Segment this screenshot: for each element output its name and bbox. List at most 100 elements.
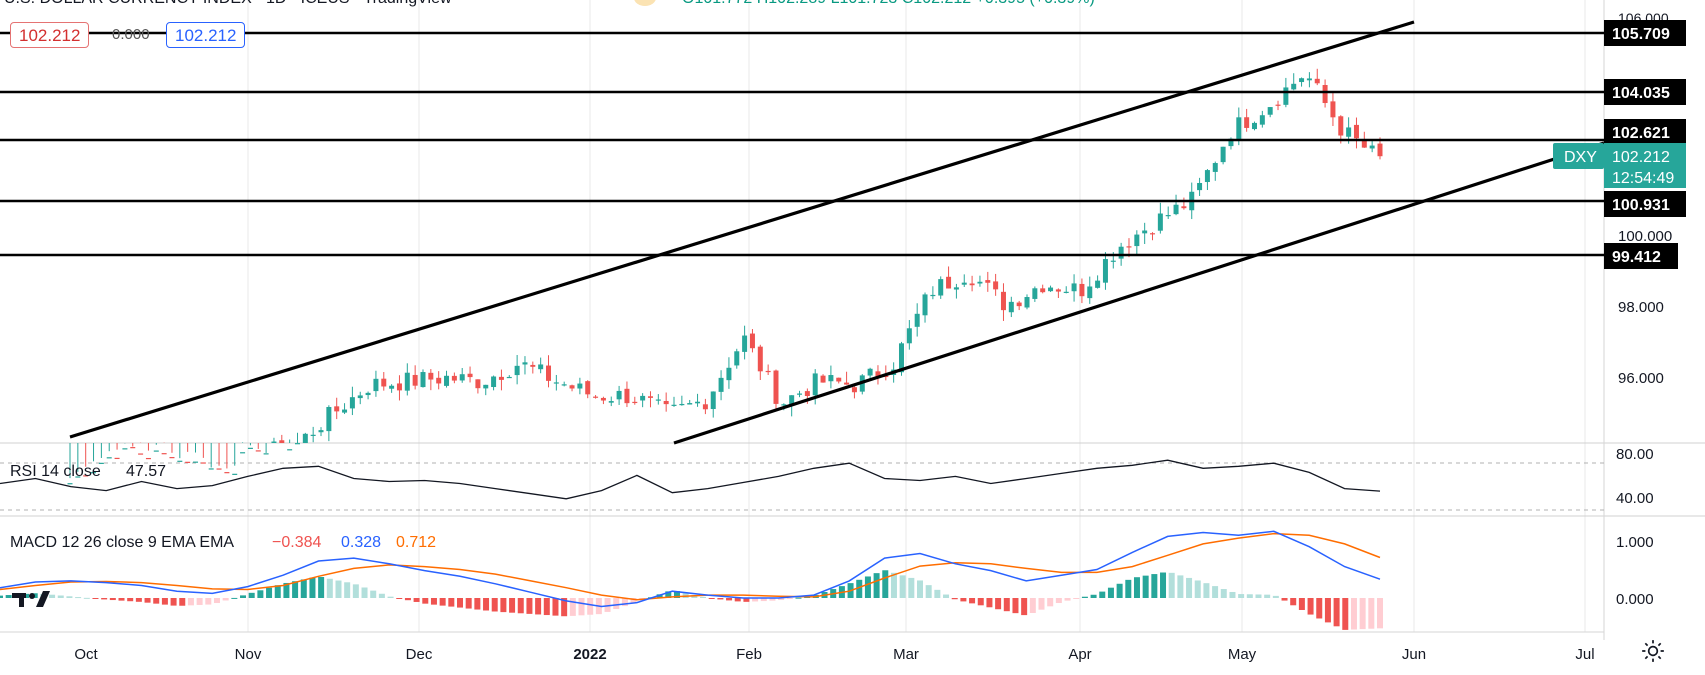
macd-histogram [0,570,1383,630]
candle-body [318,430,324,433]
macd-histogram-bar [127,598,134,602]
macd-histogram-bar [1064,598,1071,601]
bar-countdown-label: 12:54:49 [1612,170,1674,187]
candle-body [757,346,763,372]
candle-body [287,449,293,451]
candle-body [342,409,348,413]
candle-body [600,397,606,401]
candle-body [1361,139,1367,148]
symbol-title[interactable]: U.S. DOLLAR CURRENCY INDEX · 1D · ICEUS … [4,0,452,8]
candle-body [444,375,450,386]
macd-histogram-bar [248,592,255,598]
time-tick: Jul [1575,646,1594,663]
ohlc-values: O101.772 H102.289 L101.723 C102.212 +0.3… [682,0,1095,8]
time-gridlines [247,0,1586,632]
macd-legend[interactable]: MACD 12 26 close 9 EMA EMA −0.384 0.328 … [10,534,436,551]
macd-histogram-bar [561,598,568,617]
candle-body [381,378,387,387]
trend-channel[interactable] [69,20,1605,445]
macd-label: MACD 12 26 close 9 EMA EMA [10,534,234,551]
macd-histogram-bar [569,598,576,616]
candle-body [867,368,873,376]
macd-histogram-bar [856,579,863,598]
rsi-value: 47.57 [126,463,166,480]
candle-body [420,372,426,388]
macd-histogram-bar [526,598,533,614]
macd-histogram-bar [413,598,420,602]
macd-axis[interactable]: 1.000 0.000 [1616,534,1654,608]
candle-body [1142,230,1148,234]
macd-histogram-bar [170,598,177,606]
macd-histogram-bar [1073,598,1080,599]
macd-histogram-bar [673,591,680,598]
tradingview-logo-icon[interactable] [10,585,54,613]
macd-histogram-bar [274,585,281,598]
macd-histogram-bar [1142,575,1149,598]
macd-histogram-bar [717,598,724,600]
level-tag-text: 99.412 [1612,249,1661,266]
candle-body [404,372,410,391]
macd-histogram-bar [986,598,993,608]
candle-body [977,281,983,284]
candle-body [483,384,489,389]
macd-histogram-bar [1177,575,1184,598]
candle-body [953,287,959,290]
gear-icon[interactable] [1640,638,1666,664]
macd-histogram-bar [517,598,524,614]
candle-body [726,367,732,381]
market-status-dot [634,0,656,6]
macd-histogram-bar [57,595,64,598]
legend-last-value: 102.212 [166,22,246,48]
candle-body [224,472,230,474]
candle-body [436,377,442,384]
candle-body [1102,259,1108,283]
rsi-legend[interactable]: RSI 14 close 47.57 [10,463,166,480]
candle-body [1008,301,1014,313]
level-tag-text: 104.035 [1612,85,1670,102]
macd-histogram-bar [257,590,264,598]
candle-body [561,384,567,386]
macd-histogram-bar [1012,598,1019,614]
macd-histogram-bar [1324,598,1331,623]
macd-histogram-bar [1081,596,1088,598]
candle-body [530,364,536,367]
candle-body [569,385,575,389]
macd-histogram-bar [743,598,750,602]
macd-histogram-bar [1203,583,1210,598]
time-tick: Apr [1068,646,1091,663]
candle-body [640,395,646,401]
candle-body [734,351,740,366]
candle-body [875,371,881,377]
candle-body [1267,107,1273,115]
candle-body [1150,233,1156,235]
macd-histogram-bar [917,580,923,598]
candle-body [145,457,151,460]
candle-body [428,372,434,380]
last-price-label: 102.212 [1612,149,1670,166]
candle-body [797,393,803,395]
candle-body [851,387,857,393]
macd-histogram-bar [1281,598,1288,601]
horizontal-levels [0,31,1604,257]
candle-body [1212,163,1218,172]
rsi-axis[interactable]: 80.00 40.00 [1616,446,1654,507]
candle-body [663,400,669,405]
macd-histogram-bar [144,598,151,603]
candle-body [491,376,497,388]
macd-histogram-bar [1359,598,1366,630]
candle-body [749,333,755,349]
time-axis[interactable]: Oct Nov Dec 2022 Feb Mar Apr May Jun Jul [74,646,1594,663]
candle-body [789,395,795,406]
macd-histogram-bar [1368,598,1375,629]
level-tag-bg [1604,119,1686,145]
candle-body [334,406,340,412]
macd-histogram-bar [352,584,359,598]
macd-histogram-bar [1220,589,1227,598]
macd-histogram-bar [1238,594,1245,598]
candle-body [475,379,481,389]
candle-body [804,391,810,396]
macd-histogram-bar [934,589,941,598]
candle-body [985,280,991,283]
